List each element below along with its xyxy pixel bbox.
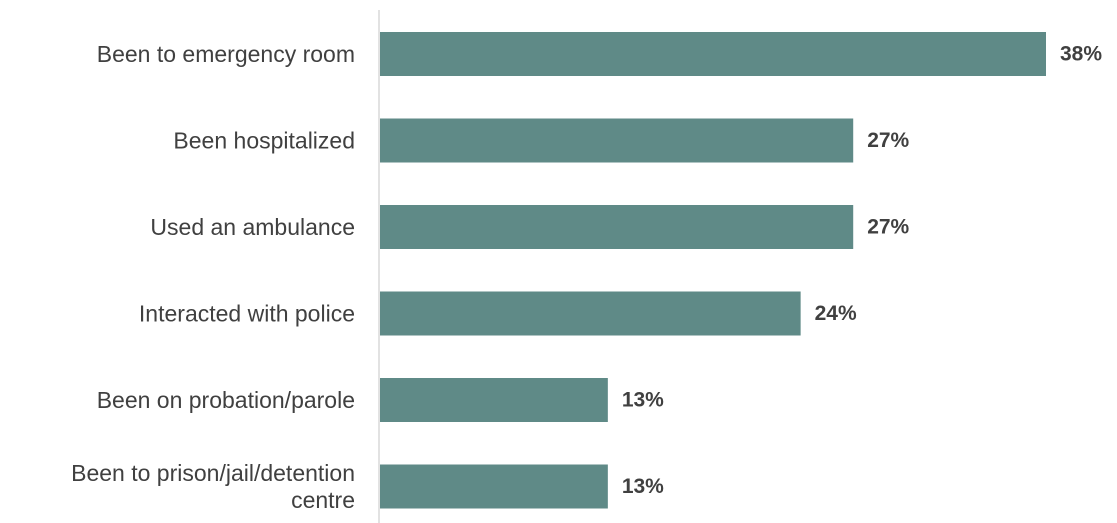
category-label-4: Been on probation/parole	[97, 387, 355, 413]
category-label-3: Interacted with police	[139, 301, 355, 327]
category-label-5-line-0: Been to prison/jail/detention	[71, 460, 355, 486]
bar-1	[380, 119, 853, 163]
bar-4	[380, 378, 608, 422]
category-label-0: Been to emergency room	[97, 41, 355, 67]
category-label-1: Been hospitalized	[173, 128, 355, 154]
category-label-4-line-0: Been on probation/parole	[97, 387, 355, 413]
value-label-5: 13%	[622, 475, 664, 498]
value-label-3: 24%	[815, 302, 857, 325]
category-label-2: Used an ambulance	[150, 214, 355, 240]
value-label-0: 38%	[1060, 43, 1102, 66]
category-labels-group: Been to emergency room Been hospitalized U…	[71, 41, 355, 513]
bar-3	[380, 292, 801, 336]
category-label-0-line-0: Been to emergency room	[97, 41, 355, 67]
value-label-2: 27%	[867, 216, 909, 239]
bar-5	[380, 465, 608, 509]
bar-0	[380, 32, 1046, 76]
category-label-3-line-0: Interacted with police	[139, 301, 355, 327]
category-label-2-line-0: Used an ambulance	[150, 214, 355, 240]
bars-group	[380, 32, 1046, 509]
value-label-1: 27%	[867, 129, 909, 152]
category-label-5-line-1: centre	[291, 487, 355, 513]
category-label-1-line-0: Been hospitalized	[173, 128, 355, 154]
value-label-4: 13%	[622, 389, 664, 412]
bar-2	[380, 205, 853, 249]
value-labels-group: 38% 27% 27% 24% 13% 13%	[622, 43, 1103, 499]
category-label-5: Been to prison/jail/detention centre	[71, 460, 355, 513]
